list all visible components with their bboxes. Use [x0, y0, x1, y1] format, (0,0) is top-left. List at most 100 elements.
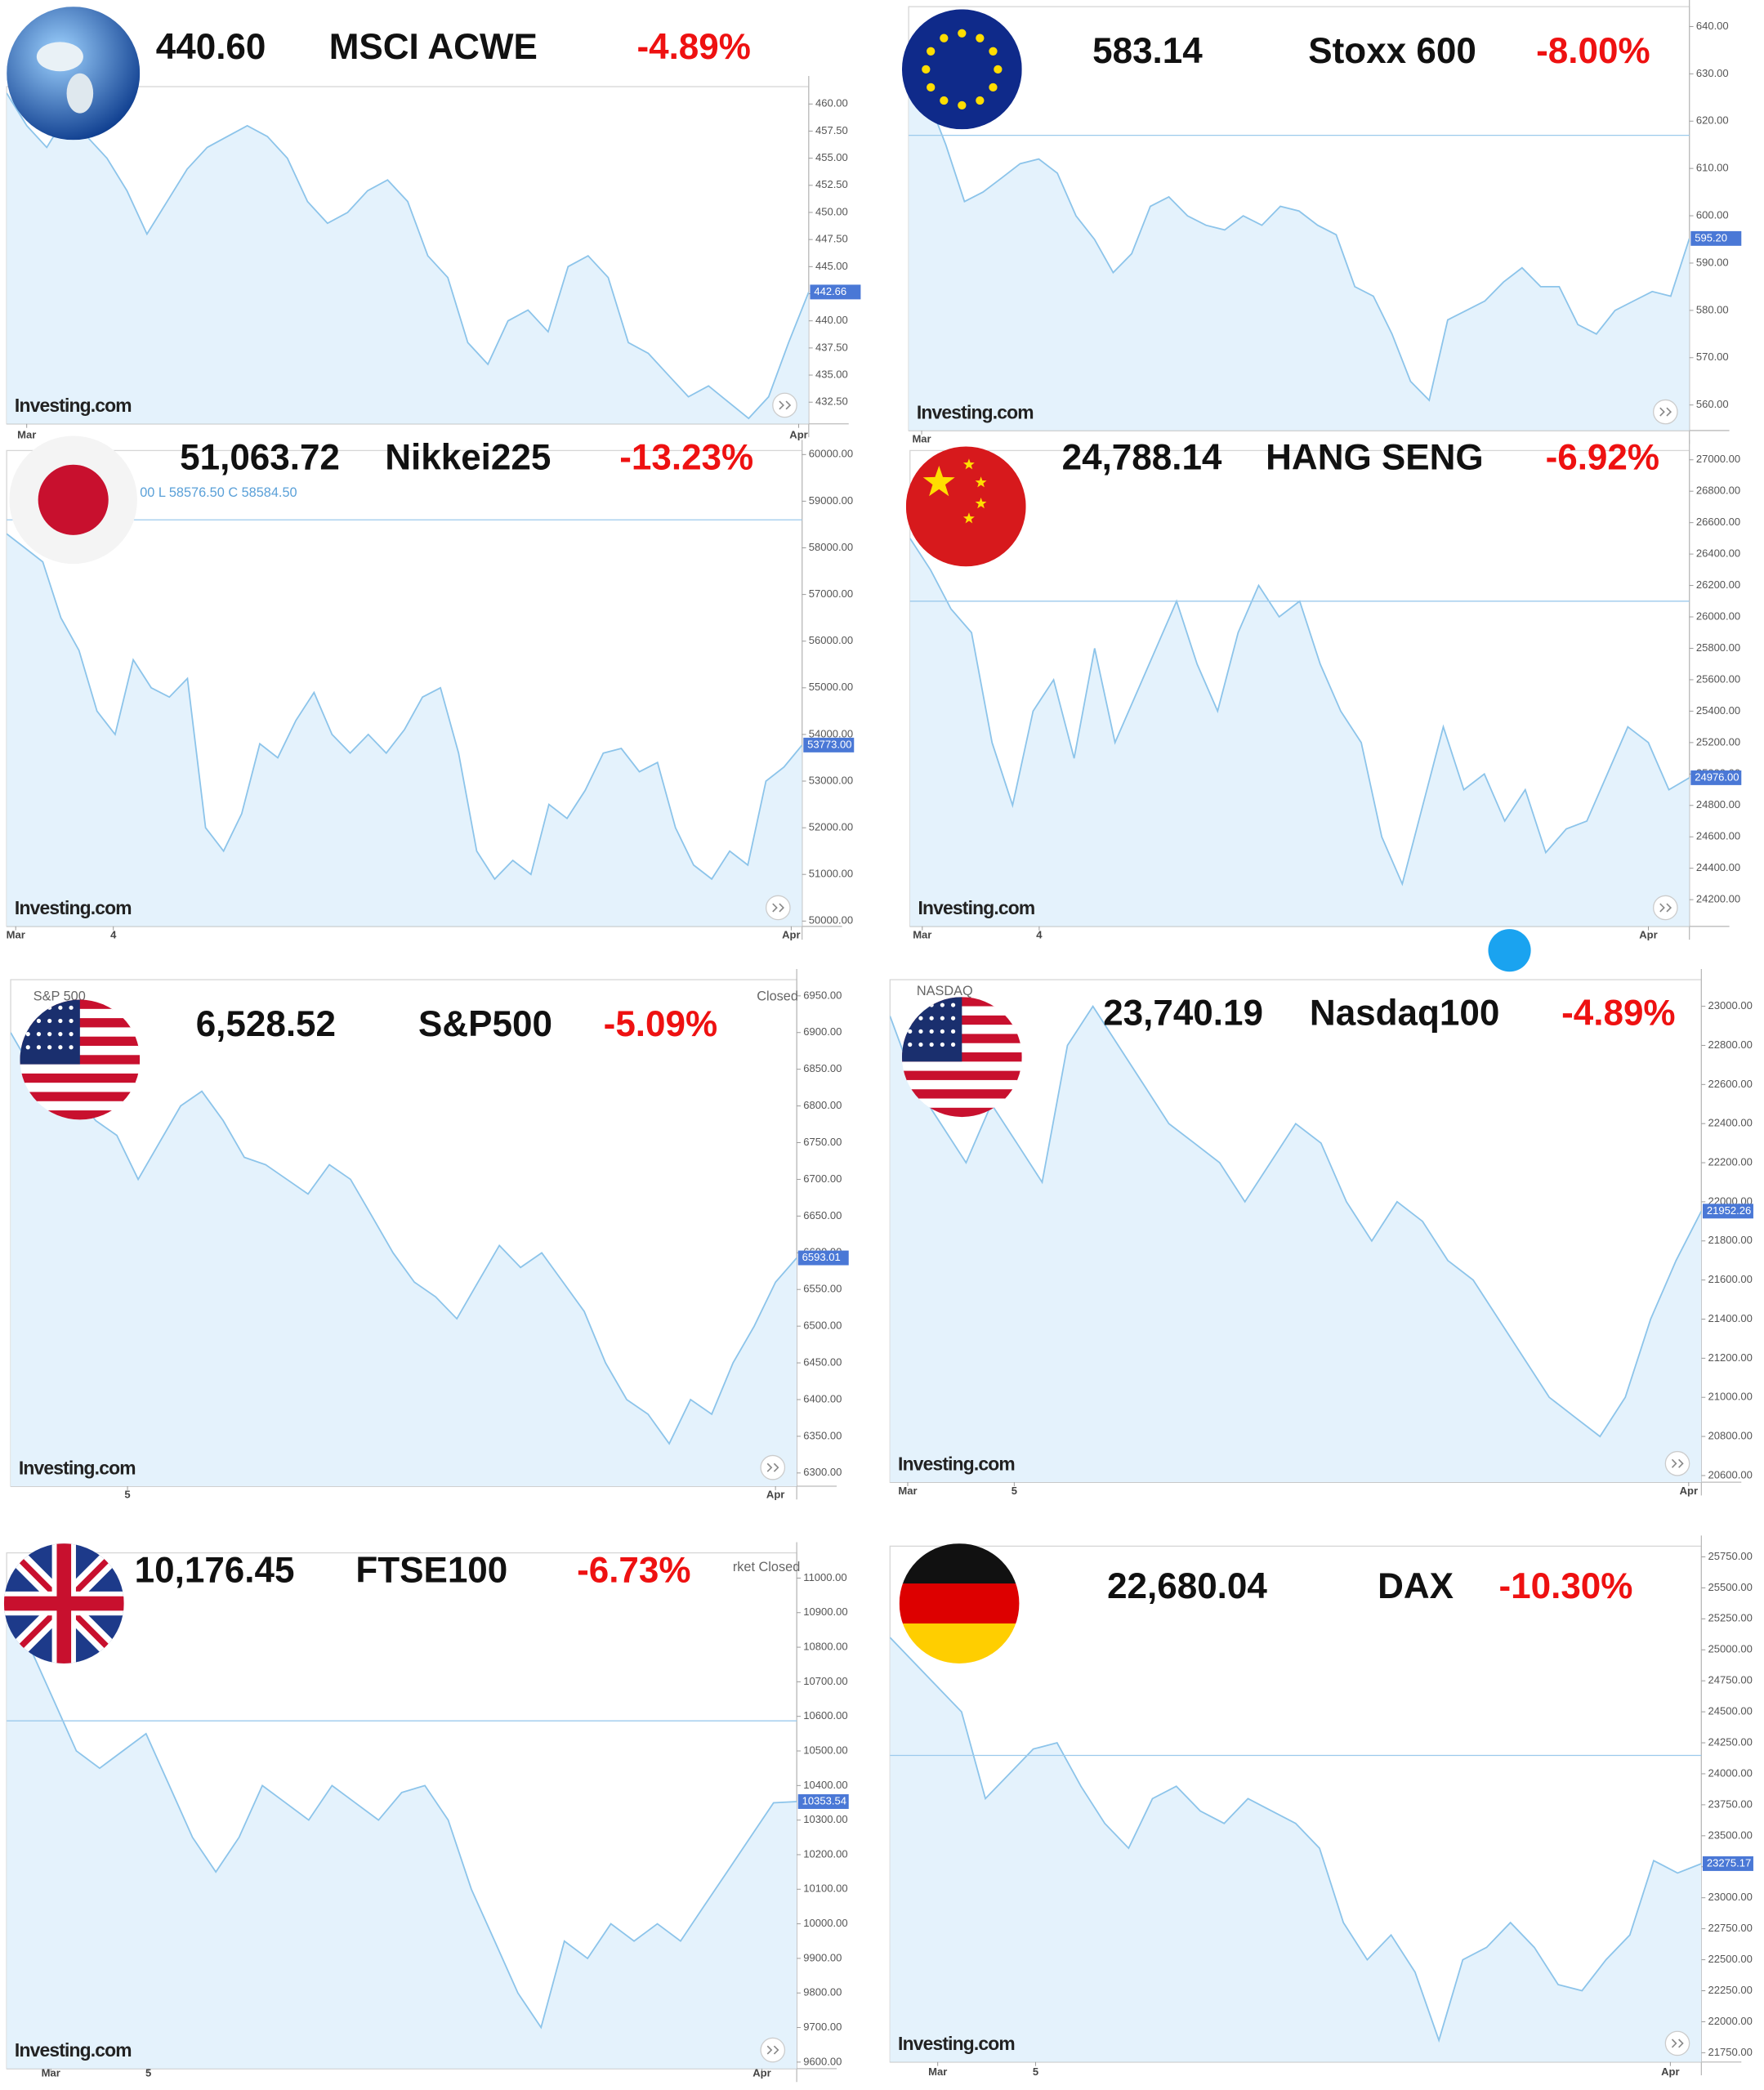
scroll-button — [760, 1454, 786, 1480]
star — [975, 476, 987, 488]
star — [58, 1032, 63, 1037]
y-tick-label: 6950.00 — [803, 989, 842, 1001]
flag-part — [901, 1107, 1022, 1118]
flag-part — [3, 1596, 124, 1611]
last-price-box — [810, 284, 861, 300]
scroll-button — [1664, 2030, 1690, 2057]
star — [918, 1029, 923, 1034]
star — [25, 1045, 30, 1050]
x-tick-label: Apr — [1680, 1485, 1698, 1497]
star — [58, 1018, 63, 1024]
y-tick-label: 560.00 — [1696, 398, 1729, 410]
y-tick-label: 22600.00 — [1708, 1078, 1753, 1090]
index-change: -4.89% — [636, 27, 750, 67]
y-tick-label: 21750.00 — [1708, 2046, 1753, 2058]
y-tick-label: 23000.00 — [1708, 999, 1753, 1012]
scroll-icon — [1671, 1458, 1684, 1468]
y-tick-label: 27000.00 — [1696, 453, 1740, 465]
last-price-box — [797, 1794, 849, 1809]
y-tick-label: 26800.00 — [1696, 485, 1740, 497]
index-price: 23,740.19 — [1103, 994, 1263, 1034]
y-tick-label: 25250.00 — [1708, 1612, 1753, 1624]
x-tick-label: Mar — [42, 2067, 60, 2079]
y-tick-label: 452.50 — [815, 178, 848, 190]
flag — [7, 7, 141, 141]
star — [950, 1003, 956, 1007]
index-change: -13.23% — [619, 437, 753, 477]
price-line — [7, 1612, 797, 2030]
star — [36, 1032, 42, 1037]
star — [958, 100, 967, 110]
star — [940, 1042, 945, 1047]
y-tick-label: 54000.00 — [809, 727, 853, 739]
y-tick-label: 51000.00 — [809, 868, 853, 880]
last-price-box — [1690, 230, 1742, 246]
y-tick-label: 56000.00 — [809, 634, 853, 646]
y-tick-label: 24600.00 — [1696, 830, 1740, 842]
index-name: FTSE100 — [355, 1551, 507, 1591]
y-tick-label: 6900.00 — [803, 1025, 842, 1038]
y-tick-label: 610.00 — [1696, 162, 1729, 174]
y-tick-label: 22000.00 — [1708, 2015, 1753, 2027]
price-area — [7, 93, 809, 424]
x-tick-label: 5 — [124, 1489, 130, 1501]
y-tick-label: 25750.00 — [1708, 1550, 1753, 1562]
index-change: -8.00% — [1536, 31, 1650, 71]
star — [958, 29, 967, 38]
y-tick-label: 6700.00 — [803, 1172, 842, 1185]
sun — [38, 464, 109, 535]
y-tick-label: 6800.00 — [803, 1099, 842, 1111]
price-line — [11, 1032, 797, 1445]
star — [989, 47, 998, 56]
star — [929, 1029, 934, 1034]
y-tick-label: 21000.00 — [1708, 1391, 1753, 1403]
star — [940, 1016, 945, 1020]
y-tick-label: 9900.00 — [803, 1951, 842, 1963]
y-tick-label: 9800.00 — [803, 1986, 842, 1998]
star — [940, 33, 949, 42]
star — [922, 466, 955, 497]
y-tick-label: 22750.00 — [1708, 1922, 1753, 1934]
flag-part — [901, 1079, 1022, 1091]
y-tick-label: 455.00 — [815, 151, 848, 163]
y-tick-label: 10400.00 — [803, 1779, 847, 1791]
index-change: -5.09% — [604, 1004, 717, 1044]
index-change: -10.30% — [1498, 1566, 1632, 1606]
y-tick-label: 6450.00 — [803, 1355, 842, 1368]
index-price: 10,176.45 — [135, 1551, 295, 1591]
y-tick-label: 20800.00 — [1708, 1430, 1753, 1442]
y-tick-label: 10500.00 — [803, 1744, 847, 1756]
last-price-label: 23275.17 — [1707, 1856, 1751, 1869]
last-price-box — [797, 1250, 849, 1266]
y-tick-label: 6650.00 — [803, 1209, 842, 1221]
index-price: 583.14 — [1092, 31, 1203, 71]
x-tick-label: 5 — [1012, 1485, 1017, 1497]
flag — [901, 9, 1022, 130]
x-tick-label: Mar — [898, 1485, 917, 1497]
flag-part — [20, 1101, 141, 1111]
index-price: 51,063.72 — [180, 437, 340, 477]
legend-text: S&P 500 — [33, 989, 86, 1004]
scroll-button — [765, 895, 791, 921]
scroll-button — [1653, 399, 1678, 425]
star — [994, 65, 1003, 74]
y-tick-label: 24200.00 — [1696, 893, 1740, 905]
y-tick-label: 22500.00 — [1708, 1953, 1753, 1965]
index-change: -4.89% — [1561, 994, 1675, 1034]
star — [25, 1032, 30, 1037]
source-logo: Investing.com — [917, 401, 1034, 422]
star — [918, 1016, 923, 1020]
index-price: 6,528.52 — [196, 1004, 336, 1044]
flag-part — [901, 1070, 1022, 1081]
y-tick-label: 570.00 — [1696, 351, 1729, 363]
last-price-label: 21952.26 — [1707, 1204, 1751, 1217]
y-tick-label: 21800.00 — [1708, 1234, 1753, 1246]
star — [69, 1005, 74, 1010]
star — [940, 96, 949, 105]
flag-part — [901, 1098, 1022, 1109]
source-logo: Investing.com — [15, 2039, 132, 2061]
star — [976, 33, 985, 42]
y-tick-label: 55000.00 — [809, 681, 853, 693]
flag-part — [899, 1583, 1020, 1624]
flag-part — [901, 1061, 1022, 1072]
